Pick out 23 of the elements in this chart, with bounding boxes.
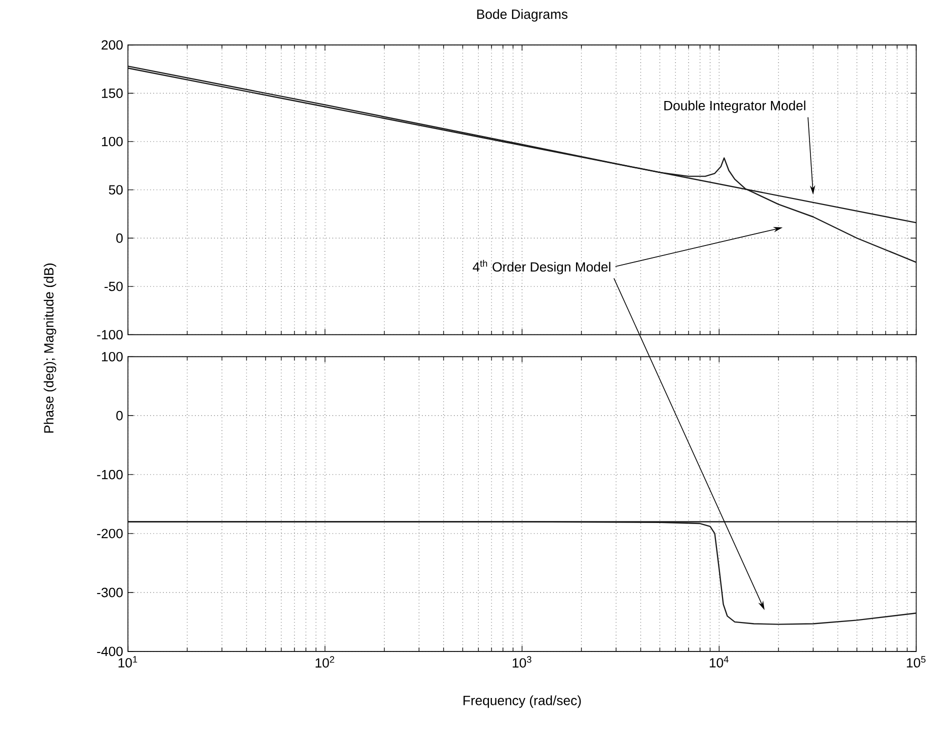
y-tick-label: 0 — [116, 233, 123, 243]
y-tick-label: -100 — [97, 470, 123, 480]
y-tick-label: -50 — [104, 282, 123, 291]
y-tick-label: -100 — [97, 330, 123, 340]
x-tick-label: 10$^{2}$ — [316, 656, 334, 668]
x-tick-label: 10$^{5}$ — [906, 656, 926, 668]
y-tick-label: -200 — [97, 528, 123, 538]
x-tick-label: 10$^{3}$ — [512, 656, 532, 668]
x-tick-label: 10$^{4}$ — [710, 656, 729, 668]
y-tick-label: 200 — [102, 40, 123, 50]
y-tick-label: -400 — [97, 646, 123, 656]
y-tick-label: -300 — [97, 588, 123, 598]
y-tick-label: 0 — [116, 410, 123, 420]
y-tick-label: 50 — [108, 184, 123, 194]
y-tick-label: 100 — [102, 352, 123, 362]
y-tick-label: 150 — [102, 88, 123, 98]
x-tick-label: 10$^{1}$ — [118, 656, 138, 668]
annotation: 4$^{th}$ Order Design Model — [472, 260, 610, 274]
x-axis-title: Frequency (rad/sec) — [464, 695, 581, 708]
y-tick-label: 100 — [102, 136, 123, 146]
chart-title: Bode Diagrams — [477, 9, 568, 22]
annotation: Double Integrator Model — [664, 100, 806, 113]
y-axis-title: Phase (deg); Magnitude (dB) — [44, 263, 56, 432]
